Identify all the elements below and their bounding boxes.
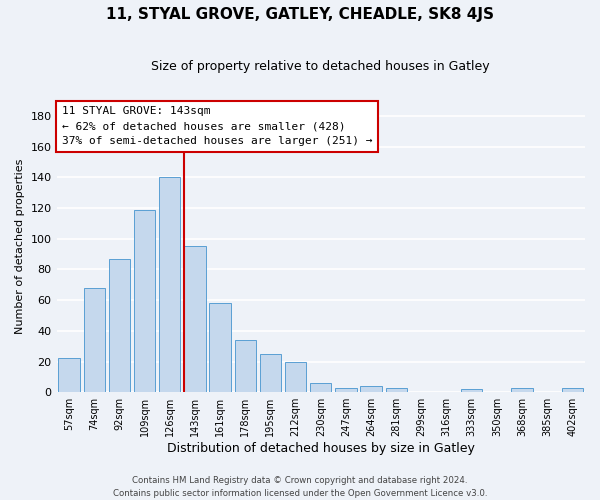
Text: 11 STYAL GROVE: 143sqm
← 62% of detached houses are smaller (428)
37% of semi-de: 11 STYAL GROVE: 143sqm ← 62% of detached… xyxy=(62,106,373,146)
Bar xyxy=(511,388,533,392)
Bar xyxy=(260,354,281,392)
Bar xyxy=(235,340,256,392)
Bar xyxy=(209,303,231,392)
Text: Contains HM Land Registry data © Crown copyright and database right 2024.
Contai: Contains HM Land Registry data © Crown c… xyxy=(113,476,487,498)
Bar xyxy=(109,258,130,392)
Bar xyxy=(58,358,80,392)
Text: 11, STYAL GROVE, GATLEY, CHEADLE, SK8 4JS: 11, STYAL GROVE, GATLEY, CHEADLE, SK8 4J… xyxy=(106,8,494,22)
Bar xyxy=(562,388,583,392)
X-axis label: Distribution of detached houses by size in Gatley: Distribution of detached houses by size … xyxy=(167,442,475,455)
Bar xyxy=(285,362,307,392)
Bar xyxy=(386,388,407,392)
Bar xyxy=(310,383,331,392)
Bar xyxy=(83,288,105,392)
Bar xyxy=(361,386,382,392)
Bar xyxy=(335,388,356,392)
Y-axis label: Number of detached properties: Number of detached properties xyxy=(15,158,25,334)
Bar xyxy=(461,389,482,392)
Bar xyxy=(184,246,206,392)
Bar xyxy=(134,210,155,392)
Title: Size of property relative to detached houses in Gatley: Size of property relative to detached ho… xyxy=(151,60,490,73)
Bar xyxy=(159,178,181,392)
